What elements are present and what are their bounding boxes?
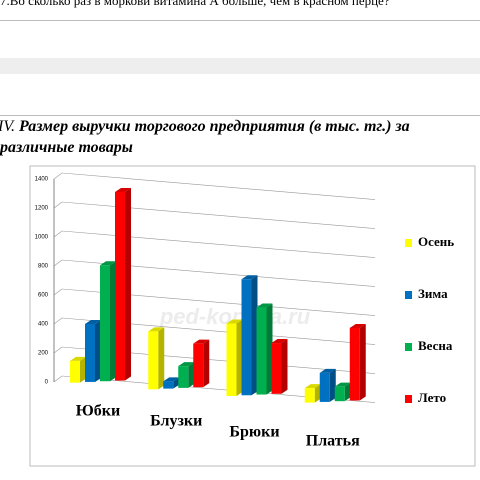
bar-top — [319, 368, 336, 373]
grid-line — [53, 317, 63, 325]
bar-top — [256, 303, 273, 308]
legend-label: Лето — [418, 390, 446, 405]
heading: IV. Размер выручки торгового предприятия… — [0, 118, 410, 136]
bar — [70, 360, 80, 383]
grid-line — [61, 201, 376, 229]
grid-line — [53, 201, 63, 209]
bar-side — [203, 339, 210, 388]
bar — [271, 343, 282, 394]
grid-line — [53, 346, 63, 354]
bar-top — [226, 319, 243, 324]
legend-swatch — [405, 395, 412, 403]
bar — [349, 327, 360, 401]
grid-line — [53, 375, 63, 383]
bar-side — [110, 261, 116, 382]
bar-top — [193, 339, 210, 344]
chart-frame — [29, 165, 476, 467]
question: 7.Во сколько раз в моркови витамина А бо… — [0, 0, 390, 8]
y-tick-label: 0 — [45, 380, 49, 386]
bar-side — [266, 303, 273, 395]
bar — [115, 192, 125, 381]
heading-number: IV. — [0, 118, 16, 135]
legend-label: Весна — [418, 338, 453, 353]
bar — [334, 386, 345, 402]
legend-swatch — [405, 239, 412, 247]
bar — [100, 265, 110, 382]
grid-line — [53, 172, 63, 180]
bar — [304, 388, 315, 403]
bar-side — [80, 356, 86, 383]
bar — [148, 331, 159, 390]
bar-top — [334, 382, 351, 387]
x-tick-label: Блузки — [150, 413, 202, 430]
bar-top — [85, 319, 101, 324]
x-tick-label: Юбки — [76, 403, 120, 420]
bar-side — [173, 377, 180, 389]
y-tick-label: 1000 — [35, 235, 49, 241]
legend-label: Осень — [418, 234, 454, 249]
bar-top — [148, 327, 165, 332]
y-tick-label: 1200 — [35, 206, 49, 212]
legend-swatch — [405, 343, 412, 351]
heading-line: различные товары — [0, 139, 133, 156]
bar — [178, 366, 189, 388]
bar — [256, 307, 267, 395]
grid-line — [61, 172, 376, 200]
bar-side — [314, 384, 321, 403]
legend-label: Зима — [418, 286, 448, 301]
bar-top — [163, 377, 180, 382]
bar-top — [115, 188, 131, 193]
y-tick-label: 800 — [38, 264, 49, 270]
bar-top — [100, 261, 116, 266]
bar — [319, 372, 330, 402]
bar-side — [95, 319, 101, 382]
bar — [163, 381, 174, 389]
grid-line — [53, 259, 63, 267]
bar-top — [349, 323, 366, 328]
y-tick-label: 400 — [38, 322, 49, 328]
y-tick-label: 600 — [38, 293, 49, 299]
bar-top — [271, 339, 288, 344]
bar-side — [251, 275, 258, 396]
bar-side — [329, 368, 336, 402]
rule — [0, 20, 480, 21]
bar-side — [158, 327, 165, 390]
bar-side — [359, 323, 366, 401]
bar-side — [125, 188, 131, 381]
grid-line — [53, 288, 63, 296]
heading-line: Размер выручки торгового предприятия (в … — [19, 118, 410, 135]
grid-line — [61, 230, 376, 258]
bar-top — [241, 275, 258, 280]
bar — [85, 323, 95, 382]
band — [0, 58, 480, 74]
bar — [241, 279, 252, 396]
y-tick-label: 1400 — [35, 177, 49, 183]
bar-top — [178, 362, 195, 367]
x-tick-label: Брюки — [229, 424, 279, 441]
x-tick-label: Платья — [306, 433, 360, 450]
bar-side — [281, 339, 288, 394]
bar-top — [70, 356, 86, 361]
legend-swatch — [405, 291, 412, 299]
y-tick-label: 200 — [38, 351, 49, 357]
bar — [193, 343, 204, 388]
bar-side — [236, 319, 243, 396]
bar-side — [188, 362, 195, 388]
bar-side — [344, 382, 351, 402]
bar-top — [304, 384, 321, 389]
bar — [226, 323, 237, 396]
rule — [0, 115, 480, 116]
grid-line — [53, 230, 63, 238]
